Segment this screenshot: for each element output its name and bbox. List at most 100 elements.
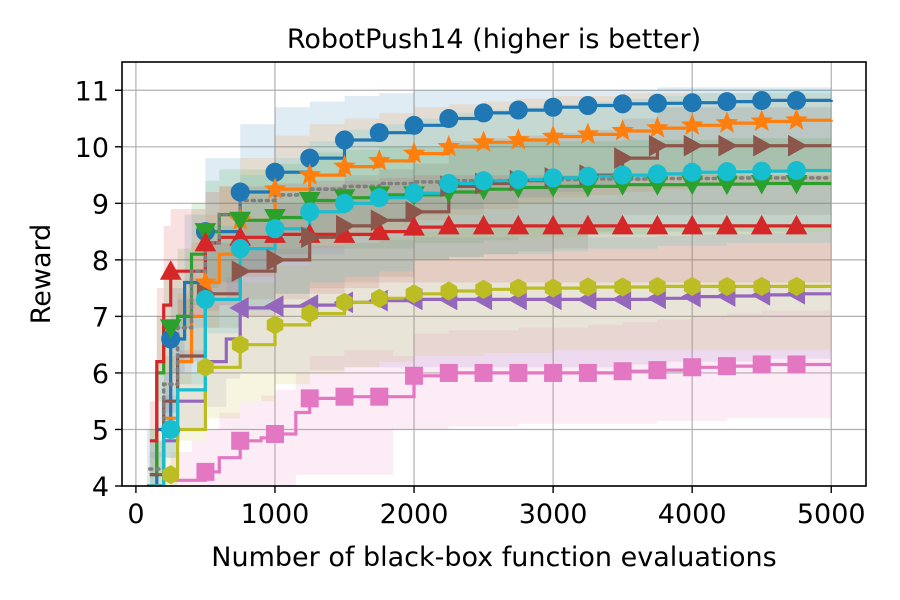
series-9-marker: [369, 188, 389, 208]
series-1-marker: [194, 270, 217, 293]
series-4-marker: [614, 147, 634, 169]
series-1-marker: [715, 111, 739, 133]
series-1-marker: [646, 116, 669, 138]
series-1-marker: [333, 154, 356, 177]
x-tick-label: 2000: [380, 499, 449, 530]
series-6-marker: [578, 363, 597, 382]
y-tick-label: 11: [75, 76, 109, 107]
series-0-marker: [369, 123, 389, 143]
series-6-band: [170, 310, 832, 486]
series-8-marker: [683, 276, 701, 296]
series-6-marker: [683, 358, 702, 377]
series-9-marker: [230, 239, 250, 259]
series-3-marker: [577, 214, 599, 235]
series-9-marker: [404, 183, 424, 203]
series-0-marker: [439, 109, 459, 129]
series-0-marker: [613, 94, 633, 114]
series-4-marker: [753, 134, 773, 157]
x-tick-label: 3000: [519, 499, 588, 530]
series-0-marker: [647, 93, 667, 113]
series-6-marker: [439, 363, 458, 382]
series-0-marker: [717, 92, 737, 112]
series-2-marker: [229, 211, 252, 232]
series-4-marker: [718, 134, 738, 157]
series-4-marker: [370, 209, 391, 232]
series-3-marker: [403, 216, 425, 236]
series-8-marker: [336, 292, 353, 312]
series-3-marker: [542, 214, 564, 235]
series-8-marker: [231, 335, 249, 355]
series-3-marker: [750, 214, 773, 235]
series-4-marker: [231, 260, 252, 283]
series-4-marker: [405, 200, 426, 223]
series-9-marker: [300, 202, 320, 222]
series-1-marker: [437, 134, 461, 157]
series-0-marker: [543, 97, 563, 117]
x-tick-label: 1000: [241, 499, 310, 530]
series-6-marker: [509, 363, 528, 382]
plot-frame: [121, 61, 867, 487]
series-1-marker: [402, 141, 426, 164]
series-6-marker: [787, 355, 806, 374]
series-8-marker: [440, 281, 458, 301]
chart-title: RobotPush14 (higher is better): [287, 24, 701, 55]
series-2-marker: [298, 192, 321, 212]
series-1-marker: [750, 109, 774, 132]
series-9-marker: [161, 419, 181, 439]
series-6-marker: [231, 431, 250, 450]
series-8-marker: [475, 279, 492, 299]
series-6-marker: [613, 362, 632, 381]
series-1-marker: [263, 177, 287, 199]
series-1-marker: [298, 163, 322, 185]
series-8-marker: [753, 276, 770, 296]
series-8-marker: [718, 276, 736, 296]
x-tick-label: 5000: [797, 499, 866, 530]
series-4-marker: [648, 134, 669, 157]
series-6-marker: [265, 424, 284, 443]
series-4-marker: [336, 215, 356, 237]
x-tick-label: 4000: [658, 499, 727, 530]
x-axis-title: Number of black-box function evaluations: [211, 542, 776, 573]
series-8-marker: [162, 465, 179, 485]
y-tick-label: 8: [92, 246, 109, 277]
series-9-marker: [335, 193, 355, 213]
series-0-marker: [786, 90, 806, 110]
series-8-marker: [405, 284, 423, 304]
y-axis-title: Reward: [26, 224, 57, 325]
series-3-marker: [194, 231, 217, 252]
series-1-marker: [785, 108, 808, 130]
series-6-marker: [474, 363, 493, 382]
series-markers: [159, 90, 808, 485]
series-8-marker: [371, 288, 388, 308]
series-8-marker: [510, 278, 527, 298]
series-9-marker: [508, 170, 528, 190]
series-1-marker: [541, 124, 565, 147]
series-8-marker: [544, 278, 562, 298]
series-5-marker: [263, 295, 284, 318]
series-0-marker: [508, 100, 528, 120]
series-4-marker: [683, 134, 704, 157]
series-9-marker: [647, 164, 667, 184]
series-6-marker: [752, 355, 771, 374]
y-tick-label: 6: [92, 359, 109, 390]
series-8-marker: [788, 276, 805, 296]
series-9-marker: [682, 162, 702, 182]
series-9-marker: [543, 168, 563, 188]
series-3-marker: [472, 214, 495, 235]
series-1-marker: [680, 113, 704, 135]
series-5-marker: [229, 297, 249, 319]
series-8-marker: [301, 304, 318, 324]
series-0-marker: [474, 103, 494, 123]
series-9-marker: [717, 162, 737, 182]
series-9-marker: [439, 174, 459, 194]
series-6-marker: [544, 363, 563, 382]
series-3-marker: [437, 214, 460, 235]
series-9-marker: [752, 161, 772, 181]
series-0-marker: [752, 90, 772, 110]
series-9-marker: [613, 165, 633, 185]
series-3-band: [149, 175, 832, 475]
series-3-marker: [611, 214, 634, 235]
series-4-marker: [301, 226, 321, 249]
series-8-marker: [614, 277, 631, 297]
